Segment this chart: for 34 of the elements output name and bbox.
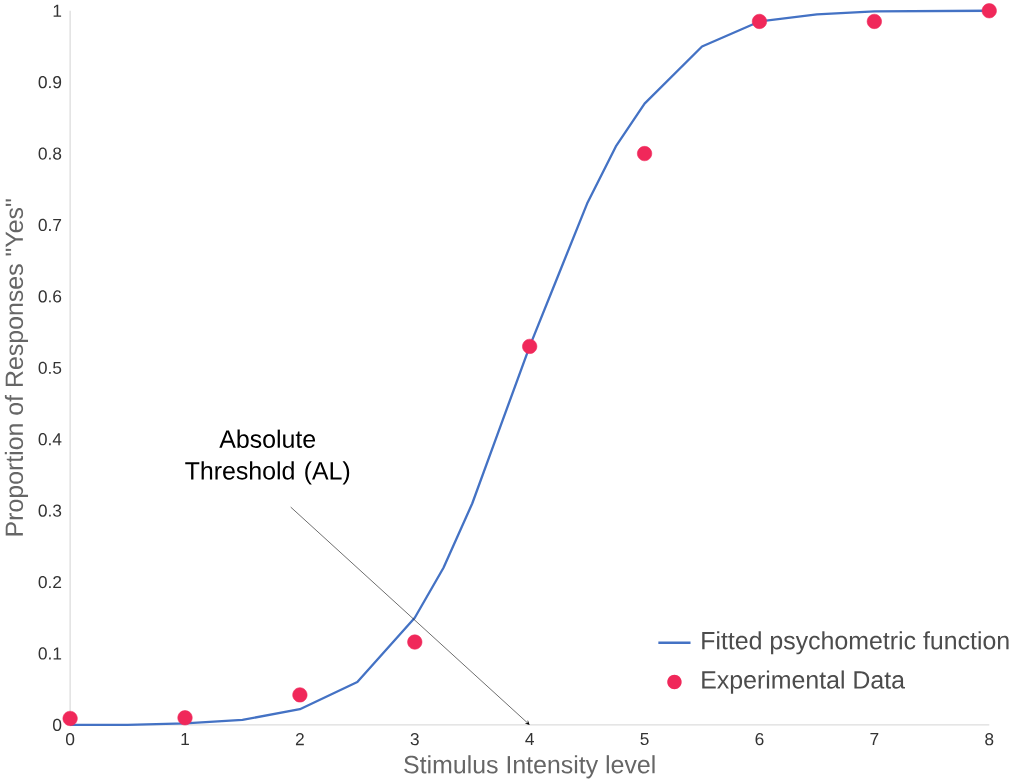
x-tick-label: 2	[295, 732, 304, 746]
x-axis-title: Stimulus Intensity level	[404, 755, 655, 779]
y-axis-title: Proportion of Responses "Yes"	[4, 199, 29, 536]
x-tick-label: 5	[640, 732, 649, 746]
x-tick-label: 7	[870, 732, 879, 745]
point	[866, 13, 882, 29]
x-tick-label: 0	[65, 732, 75, 746]
annotation: Absolute Threshold (AL)	[185, 429, 350, 485]
x-tick-label: 1	[181, 732, 189, 745]
x-tick-label: 8	[985, 732, 994, 746]
point	[292, 687, 308, 703]
point	[407, 634, 423, 650]
y-tick-label: 1	[53, 4, 62, 17]
y-tick-label: 0.1	[38, 647, 62, 660]
y-tick-label: 0.9	[38, 75, 62, 89]
y-tick-label: 0.7	[38, 218, 62, 231]
point	[62, 710, 78, 726]
point	[637, 145, 653, 161]
point	[751, 13, 767, 29]
y-tick-label: 0.5	[38, 361, 62, 374]
y-tick-label: 0	[53, 718, 62, 731]
legend-label: Experimental Data	[702, 670, 905, 694]
y-tick-label: 0.4	[38, 433, 62, 446]
point	[981, 3, 997, 19]
y-tick-label: 0.8	[38, 147, 62, 160]
x-tick-label: 6	[755, 732, 764, 746]
point	[522, 338, 538, 354]
y-tick-label: 0.3	[38, 504, 62, 517]
legend-label: Fitted psychometric function	[702, 631, 1009, 655]
x-tick-label: 4	[525, 732, 534, 745]
y-tick-label: 0.2	[38, 575, 62, 589]
y-tick-label: 0.6	[38, 290, 62, 303]
point	[177, 710, 193, 726]
x-tick-label: 3	[410, 732, 419, 746]
